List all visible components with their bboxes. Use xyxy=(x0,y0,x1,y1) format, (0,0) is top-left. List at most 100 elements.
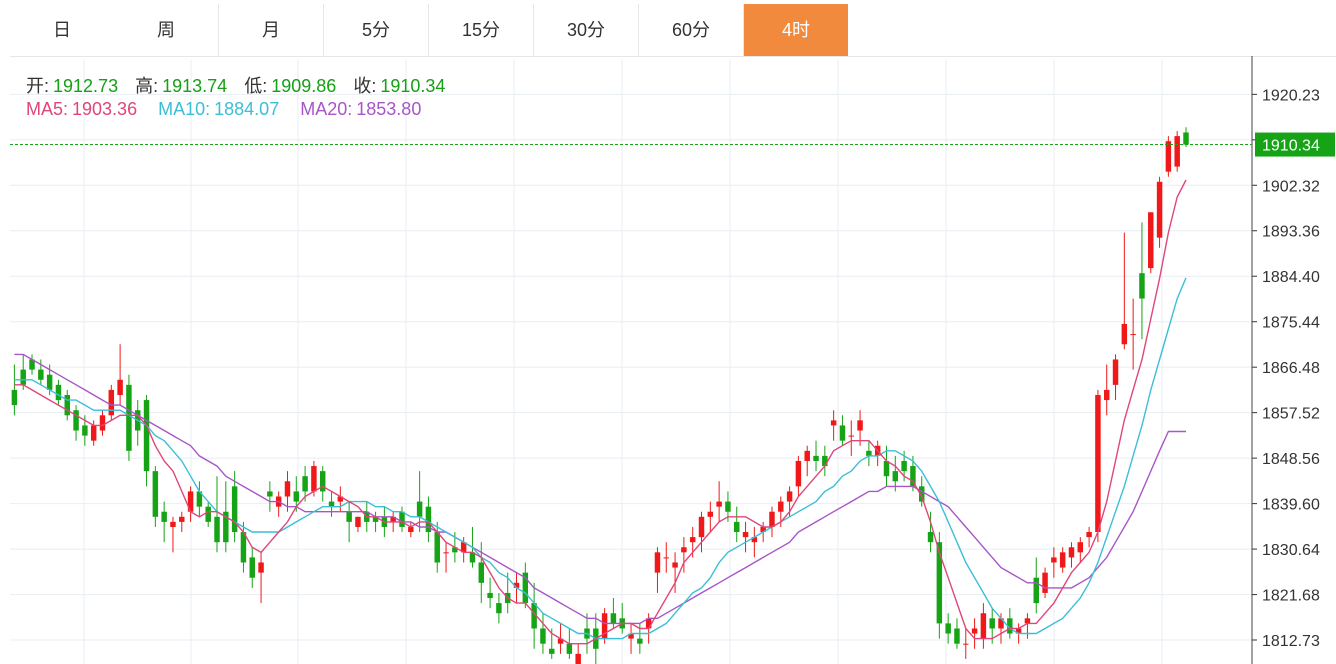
candle-body xyxy=(346,511,352,522)
y-tick-label: 1830.64 xyxy=(1262,542,1320,559)
candle-body xyxy=(1051,557,1057,563)
tab-5min[interactable]: 5分 xyxy=(324,4,429,56)
candle-body xyxy=(672,562,678,568)
ma-readout: MA5: 1903.36 MA10: 1884.07 MA20: 1853.80 xyxy=(26,99,425,120)
candle-body xyxy=(813,455,819,461)
close-label: 收: xyxy=(353,76,377,96)
candle-body xyxy=(769,511,775,527)
candle-body xyxy=(689,537,696,543)
candle-body xyxy=(267,491,273,497)
candle-body xyxy=(971,628,978,634)
tab-day[interactable]: 日 xyxy=(10,4,115,56)
candle-body xyxy=(240,532,247,563)
y-tick-label: 1920.23 xyxy=(1262,87,1320,104)
tab-4hour[interactable]: 4时 xyxy=(744,4,848,56)
candle-body xyxy=(654,552,661,573)
candle-body xyxy=(725,501,731,512)
candle-body xyxy=(293,491,300,502)
candle-body xyxy=(355,516,361,527)
candle-body xyxy=(522,572,529,604)
candle-body xyxy=(143,400,150,472)
tab-week[interactable]: 周 xyxy=(114,4,219,56)
candle-body xyxy=(531,603,537,629)
candle-body xyxy=(460,542,467,553)
y-tick-label: 1875.44 xyxy=(1262,315,1320,332)
ma5-label: MA5: xyxy=(26,99,69,119)
candle-body xyxy=(161,511,167,522)
candle-body xyxy=(513,582,520,588)
low-value: 1909.86 xyxy=(271,76,337,96)
y-tick-label: 1812.73 xyxy=(1262,633,1320,650)
candle-body xyxy=(1086,532,1092,538)
candle-body xyxy=(663,557,670,559)
candle-body xyxy=(786,491,793,502)
candle-body xyxy=(742,532,749,538)
candle-body xyxy=(1130,334,1136,336)
candle-body xyxy=(452,547,458,553)
candle-body xyxy=(1112,359,1119,385)
ma20-line xyxy=(14,353,1186,625)
tab-month[interactable]: 月 xyxy=(219,4,324,56)
y-tick-label: 1893.36 xyxy=(1262,224,1320,241)
candle-body xyxy=(99,415,106,431)
candle-body xyxy=(443,552,449,554)
y-tick-label: 1884.40 xyxy=(1262,269,1320,286)
candle-body xyxy=(866,450,872,456)
ma5-line xyxy=(14,179,1187,645)
candle-body xyxy=(390,516,396,522)
candle-body xyxy=(425,506,432,533)
candle-body xyxy=(1139,273,1145,299)
candle-body xyxy=(487,592,493,599)
candle-body xyxy=(1095,394,1101,533)
candle-body xyxy=(64,394,70,416)
candle-body xyxy=(883,460,890,477)
candle-body xyxy=(751,537,758,543)
candlestick-chart: 1920.231911.271902.321893.361884.401875.… xyxy=(0,56,1336,664)
tab-15min[interactable]: 15分 xyxy=(429,4,534,56)
candle-body xyxy=(857,420,863,431)
candle-body xyxy=(108,389,115,416)
candle-body xyxy=(645,618,652,629)
tab-30min[interactable]: 30分 xyxy=(534,4,639,56)
candle-body xyxy=(469,552,476,563)
candle-body xyxy=(760,526,766,533)
candle-body xyxy=(778,501,784,512)
candle-body xyxy=(187,491,194,512)
candle-body xyxy=(126,384,132,451)
candle-body xyxy=(601,613,608,639)
candle-body xyxy=(610,613,617,624)
low-label: 低: xyxy=(244,76,268,96)
y-tick-label: 1848.56 xyxy=(1262,451,1320,468)
ma10-label: MA10: xyxy=(158,99,211,119)
candle-body xyxy=(1077,542,1084,553)
period-tabs: 日 周 月 5分 15分 30分 60分 4时 xyxy=(10,4,1336,57)
close-value: 1910.34 xyxy=(380,76,446,96)
candle-body xyxy=(892,471,899,482)
ma20-label: MA20: xyxy=(300,99,353,119)
candle-body xyxy=(311,466,317,492)
candle-body xyxy=(302,476,308,492)
candle-body xyxy=(557,638,564,644)
tab-60min[interactable]: 60分 xyxy=(639,4,744,56)
candle-body xyxy=(179,516,185,522)
candle-body xyxy=(734,521,740,533)
candle-body xyxy=(822,455,828,467)
candle-body xyxy=(918,486,925,502)
candle-body xyxy=(319,471,326,492)
y-tick-label: 1839.60 xyxy=(1262,497,1320,514)
candle-body xyxy=(945,623,951,634)
y-tick-label: 1821.68 xyxy=(1262,588,1320,605)
candle-body xyxy=(434,532,440,563)
candle-body xyxy=(1183,132,1189,145)
candle-body xyxy=(1068,547,1075,558)
candle-body xyxy=(1007,618,1013,634)
candle-body xyxy=(716,501,722,507)
candle-body xyxy=(804,450,810,461)
candle-body xyxy=(540,628,546,644)
candle-body xyxy=(1059,552,1066,568)
candle-body xyxy=(11,389,18,406)
candle-body xyxy=(284,481,291,497)
candle-body xyxy=(1015,628,1022,634)
candle-body xyxy=(839,425,846,441)
candle-body xyxy=(848,435,854,437)
